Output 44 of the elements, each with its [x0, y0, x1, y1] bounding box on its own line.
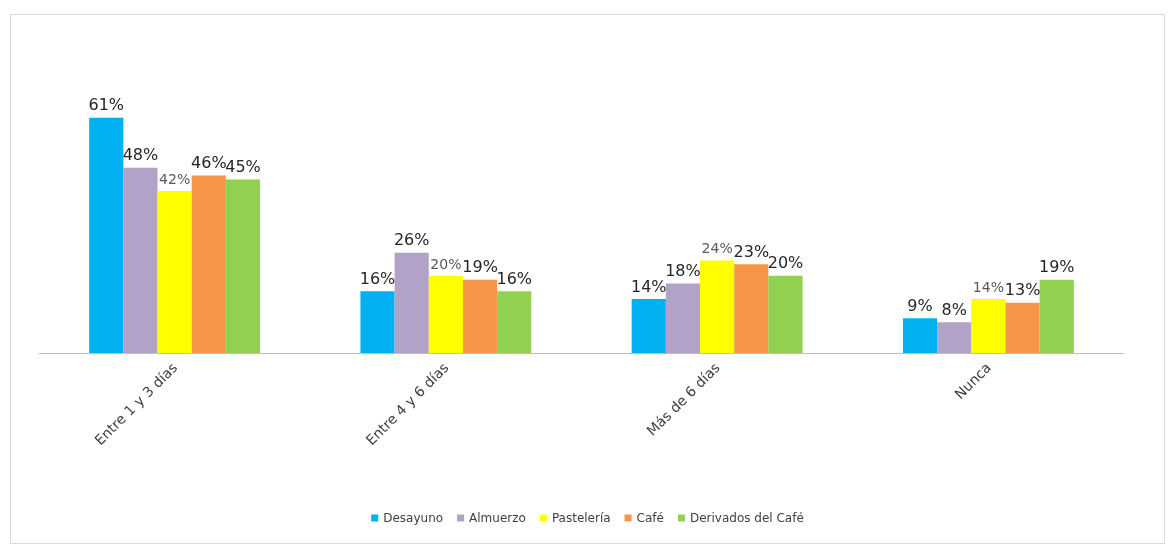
data-label: 20%	[430, 255, 462, 272]
bar	[157, 191, 192, 353]
bar	[225, 179, 261, 353]
legend-label: Derivados del Café	[689, 511, 804, 525]
bar	[360, 291, 395, 353]
bar	[1005, 302, 1040, 353]
data-label: 8%	[941, 299, 967, 319]
data-label: 42%	[159, 171, 191, 187]
bar	[428, 275, 463, 353]
bar	[1039, 279, 1074, 353]
data-label: 45%	[225, 156, 261, 176]
data-label: 19%	[462, 257, 498, 277]
data-label: 13%	[1004, 280, 1041, 300]
bar	[462, 279, 498, 353]
legend-label: Pastelería	[551, 511, 611, 525]
legend-label: Desayuno	[383, 511, 444, 525]
bar	[902, 318, 938, 353]
bar	[768, 275, 803, 353]
data-label: 24%	[701, 240, 733, 257]
bar	[89, 117, 124, 353]
bar	[123, 167, 158, 353]
data-label: 18%	[665, 261, 701, 281]
bar	[971, 299, 1006, 353]
bar	[497, 291, 532, 353]
data-label: 19%	[1038, 257, 1075, 277]
legend-label: Café	[636, 511, 664, 525]
bar	[665, 283, 701, 353]
bar	[631, 299, 666, 353]
bar	[394, 252, 429, 353]
bar	[734, 264, 769, 353]
data-label: 26%	[393, 230, 430, 250]
data-label: 48%	[122, 145, 159, 165]
data-label: 9%	[907, 295, 933, 315]
data-label: 14%	[630, 276, 667, 296]
data-label: 14%	[972, 279, 1004, 295]
data-label: 16%	[359, 268, 396, 288]
data-label: 61%	[88, 95, 125, 115]
legend-label: Almuerzo	[469, 511, 526, 525]
bar	[700, 260, 735, 353]
bar	[937, 322, 972, 353]
data-label: 46%	[191, 153, 227, 173]
data-label: 23%	[733, 241, 770, 261]
data-label: 16%	[496, 268, 533, 288]
bar	[191, 175, 226, 353]
